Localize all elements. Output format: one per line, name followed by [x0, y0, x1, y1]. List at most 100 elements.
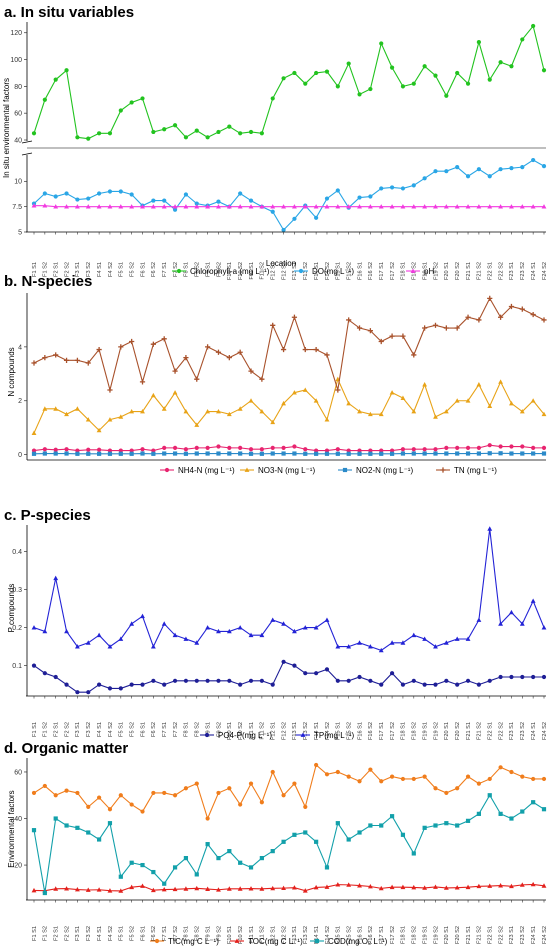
series-1-point: [140, 408, 145, 414]
x-tick-label: F15 S2: [346, 262, 352, 280]
series-0-point: [346, 774, 351, 779]
x-tick-label: F6 S2: [151, 926, 157, 941]
x-tick-label: F1 S1: [32, 262, 38, 277]
series-1-point: [74, 644, 80, 649]
x-tick-label: F11 S1: [249, 926, 255, 944]
series-0-point: [129, 682, 134, 687]
series-0-point: [64, 682, 69, 687]
x-tick-label: F14 S2: [325, 262, 331, 280]
series-1-point: [454, 636, 460, 641]
y-tick-label: 60: [14, 111, 22, 118]
series-0-point: [400, 447, 406, 452]
series-2-point: [476, 451, 481, 456]
series-0-point: [324, 667, 330, 672]
series-1-point: [216, 887, 221, 892]
x-tick-label: F21 S1: [466, 262, 472, 280]
series-1-point: [140, 883, 145, 888]
series-2-point: [31, 828, 37, 833]
series-1-point: [205, 886, 211, 891]
series-1-point: [433, 414, 438, 419]
x-tick-label: F7 S1: [162, 926, 168, 941]
series-1-point: [85, 640, 91, 645]
legend-item-0: Chlorophyll-a (mg L⁻¹): [172, 267, 270, 276]
series-0-point: [314, 762, 319, 768]
series-0-point: [259, 800, 264, 805]
series-3-point: [150, 341, 156, 347]
series-0-point: [107, 131, 113, 136]
series-0-point: [444, 445, 449, 450]
series-1-point: [86, 196, 91, 201]
x-tick-label: F2 S1: [54, 926, 60, 941]
series-0-point: [411, 447, 416, 452]
series-1-point: [313, 884, 319, 890]
legend-label: TIC(mg C L⁻¹): [168, 937, 219, 946]
series-0-point: [194, 678, 199, 683]
x-tick-label: F24 S1: [531, 926, 537, 944]
x-tick-label: F11 S2: [260, 722, 266, 740]
series-1-point: [238, 191, 243, 196]
series-1-point: [389, 185, 395, 190]
legend-label: PO4-P(mg L⁻¹): [218, 731, 272, 740]
series-0-point: [172, 123, 178, 128]
series-2-point: [183, 204, 189, 209]
series-2-point: [205, 451, 210, 456]
series-0-point: [42, 783, 47, 789]
x-tick-label: F8 S1: [184, 722, 190, 737]
series-3-point: [63, 357, 70, 363]
series-0-point: [31, 663, 37, 668]
x-tick-label: F19 S1: [422, 262, 428, 280]
series-1-point: [74, 887, 80, 892]
series-2-point: [270, 451, 275, 456]
x-tick-label: F11 S2: [260, 926, 266, 944]
y-tick-label: 7.5: [12, 204, 22, 211]
legend-label: pH: [424, 267, 434, 276]
series-2-point: [238, 451, 243, 456]
series-0-point: [531, 445, 536, 450]
x-tick-label: F14 S2: [325, 926, 331, 944]
series-1-point: [509, 166, 514, 171]
series-0-point: [270, 769, 275, 775]
series-1-point: [411, 183, 416, 188]
series-1-point: [498, 167, 503, 172]
legend-label: NO2-N (mg L⁻¹): [356, 466, 413, 475]
series-1-point: [183, 192, 189, 197]
series-0-point: [227, 445, 232, 450]
series-0-point: [183, 447, 189, 452]
x-tick-label: F1 S2: [43, 262, 49, 277]
series-3-point: [378, 338, 384, 345]
series-1-point: [498, 883, 504, 888]
series-1-point: [411, 408, 417, 414]
series-0-point: [172, 445, 178, 450]
series-0-point: [64, 447, 69, 452]
series-3-point: [291, 314, 298, 320]
legend-item-1: NO3-N (mg L⁻¹): [240, 466, 315, 475]
series-1-point: [487, 174, 492, 179]
x-tick-label: F11 S1: [249, 722, 255, 740]
series-1-point: [31, 887, 37, 893]
x-tick-label: F10 S2: [238, 926, 244, 944]
series-0-point: [465, 445, 471, 450]
series-1-point: [346, 882, 352, 887]
series-0-point: [324, 772, 330, 777]
series-2-point: [205, 204, 211, 209]
series-0-point: [194, 445, 199, 450]
x-tick-label: F13 S1: [292, 722, 298, 740]
series-2-point: [161, 204, 167, 209]
x-tick-label: F7 S2: [173, 262, 179, 277]
series-0-point: [140, 809, 145, 814]
series-1-line: [33, 159, 545, 231]
series-1-point: [357, 408, 362, 414]
series-1-point: [75, 197, 80, 202]
legend-swatch-marker: [164, 467, 170, 473]
series-1-point: [31, 430, 37, 435]
series-1-point: [465, 398, 471, 403]
series-1-point: [498, 379, 504, 384]
series-3-point: [31, 360, 37, 366]
series-0-point: [455, 682, 460, 687]
x-tick-label: F15 S1: [336, 722, 342, 740]
x-tick-label: F12 S2: [281, 722, 287, 740]
series-2-point: [400, 204, 406, 209]
series-0-point: [422, 774, 427, 779]
series-2-point: [400, 832, 406, 837]
